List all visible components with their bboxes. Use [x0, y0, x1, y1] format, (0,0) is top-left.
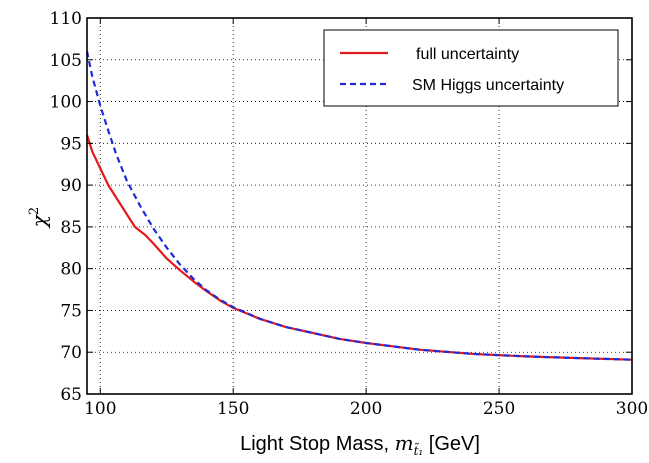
y-axis-label-symbol: χ	[27, 213, 51, 229]
plot-frame	[86, 17, 633, 395]
legend: full uncertainty SM Higgs uncertainty	[323, 29, 619, 107]
y-tick-label: 90	[60, 176, 82, 196]
x-axis-label: Light Stop Mass, mt̃₁ [GeV]	[240, 431, 480, 458]
legend-label-full-uncertainty: full uncertainty	[416, 46, 519, 63]
x-axis-label-unit: [GeV]	[423, 433, 480, 455]
legend-box	[323, 29, 619, 107]
y-tick-label: 105	[50, 51, 82, 71]
y-tick-label: 110	[50, 9, 82, 29]
y-axis-label-superscript: 2	[27, 207, 42, 215]
series-layer	[85, 51, 633, 361]
x-axis-label-subscript: t̃₁	[414, 442, 424, 458]
x-tick-label: 300	[616, 399, 648, 419]
legend-label-sm-higgs-uncertainty: SM Higgs uncertainty	[412, 77, 564, 94]
y-tick-label: 70	[60, 343, 82, 363]
y-tick-label: 85	[60, 218, 82, 238]
x-axis-label-symbol: m	[395, 431, 414, 455]
y-tick-label: 80	[60, 260, 82, 280]
y-tick-label: 95	[60, 134, 82, 154]
x-tick-label: 150	[217, 399, 249, 419]
axis-ticks: 100 150 200 250 300 65 70 75 80 85 90 95 100 105 110	[50, 9, 649, 419]
x-tick-label: 200	[350, 399, 382, 419]
y-axis-label: χ2	[27, 207, 51, 229]
y-tick-label: 65	[60, 385, 82, 405]
y-tick-label: 75	[60, 301, 82, 321]
x-tick-label: 250	[483, 399, 515, 419]
y-tick-label: 100	[50, 93, 82, 113]
series-line-sm-higgs-uncertainty	[85, 51, 633, 361]
x-axis-label-text: Light Stop Mass,	[240, 433, 395, 455]
x-tick-label: 100	[84, 399, 116, 419]
